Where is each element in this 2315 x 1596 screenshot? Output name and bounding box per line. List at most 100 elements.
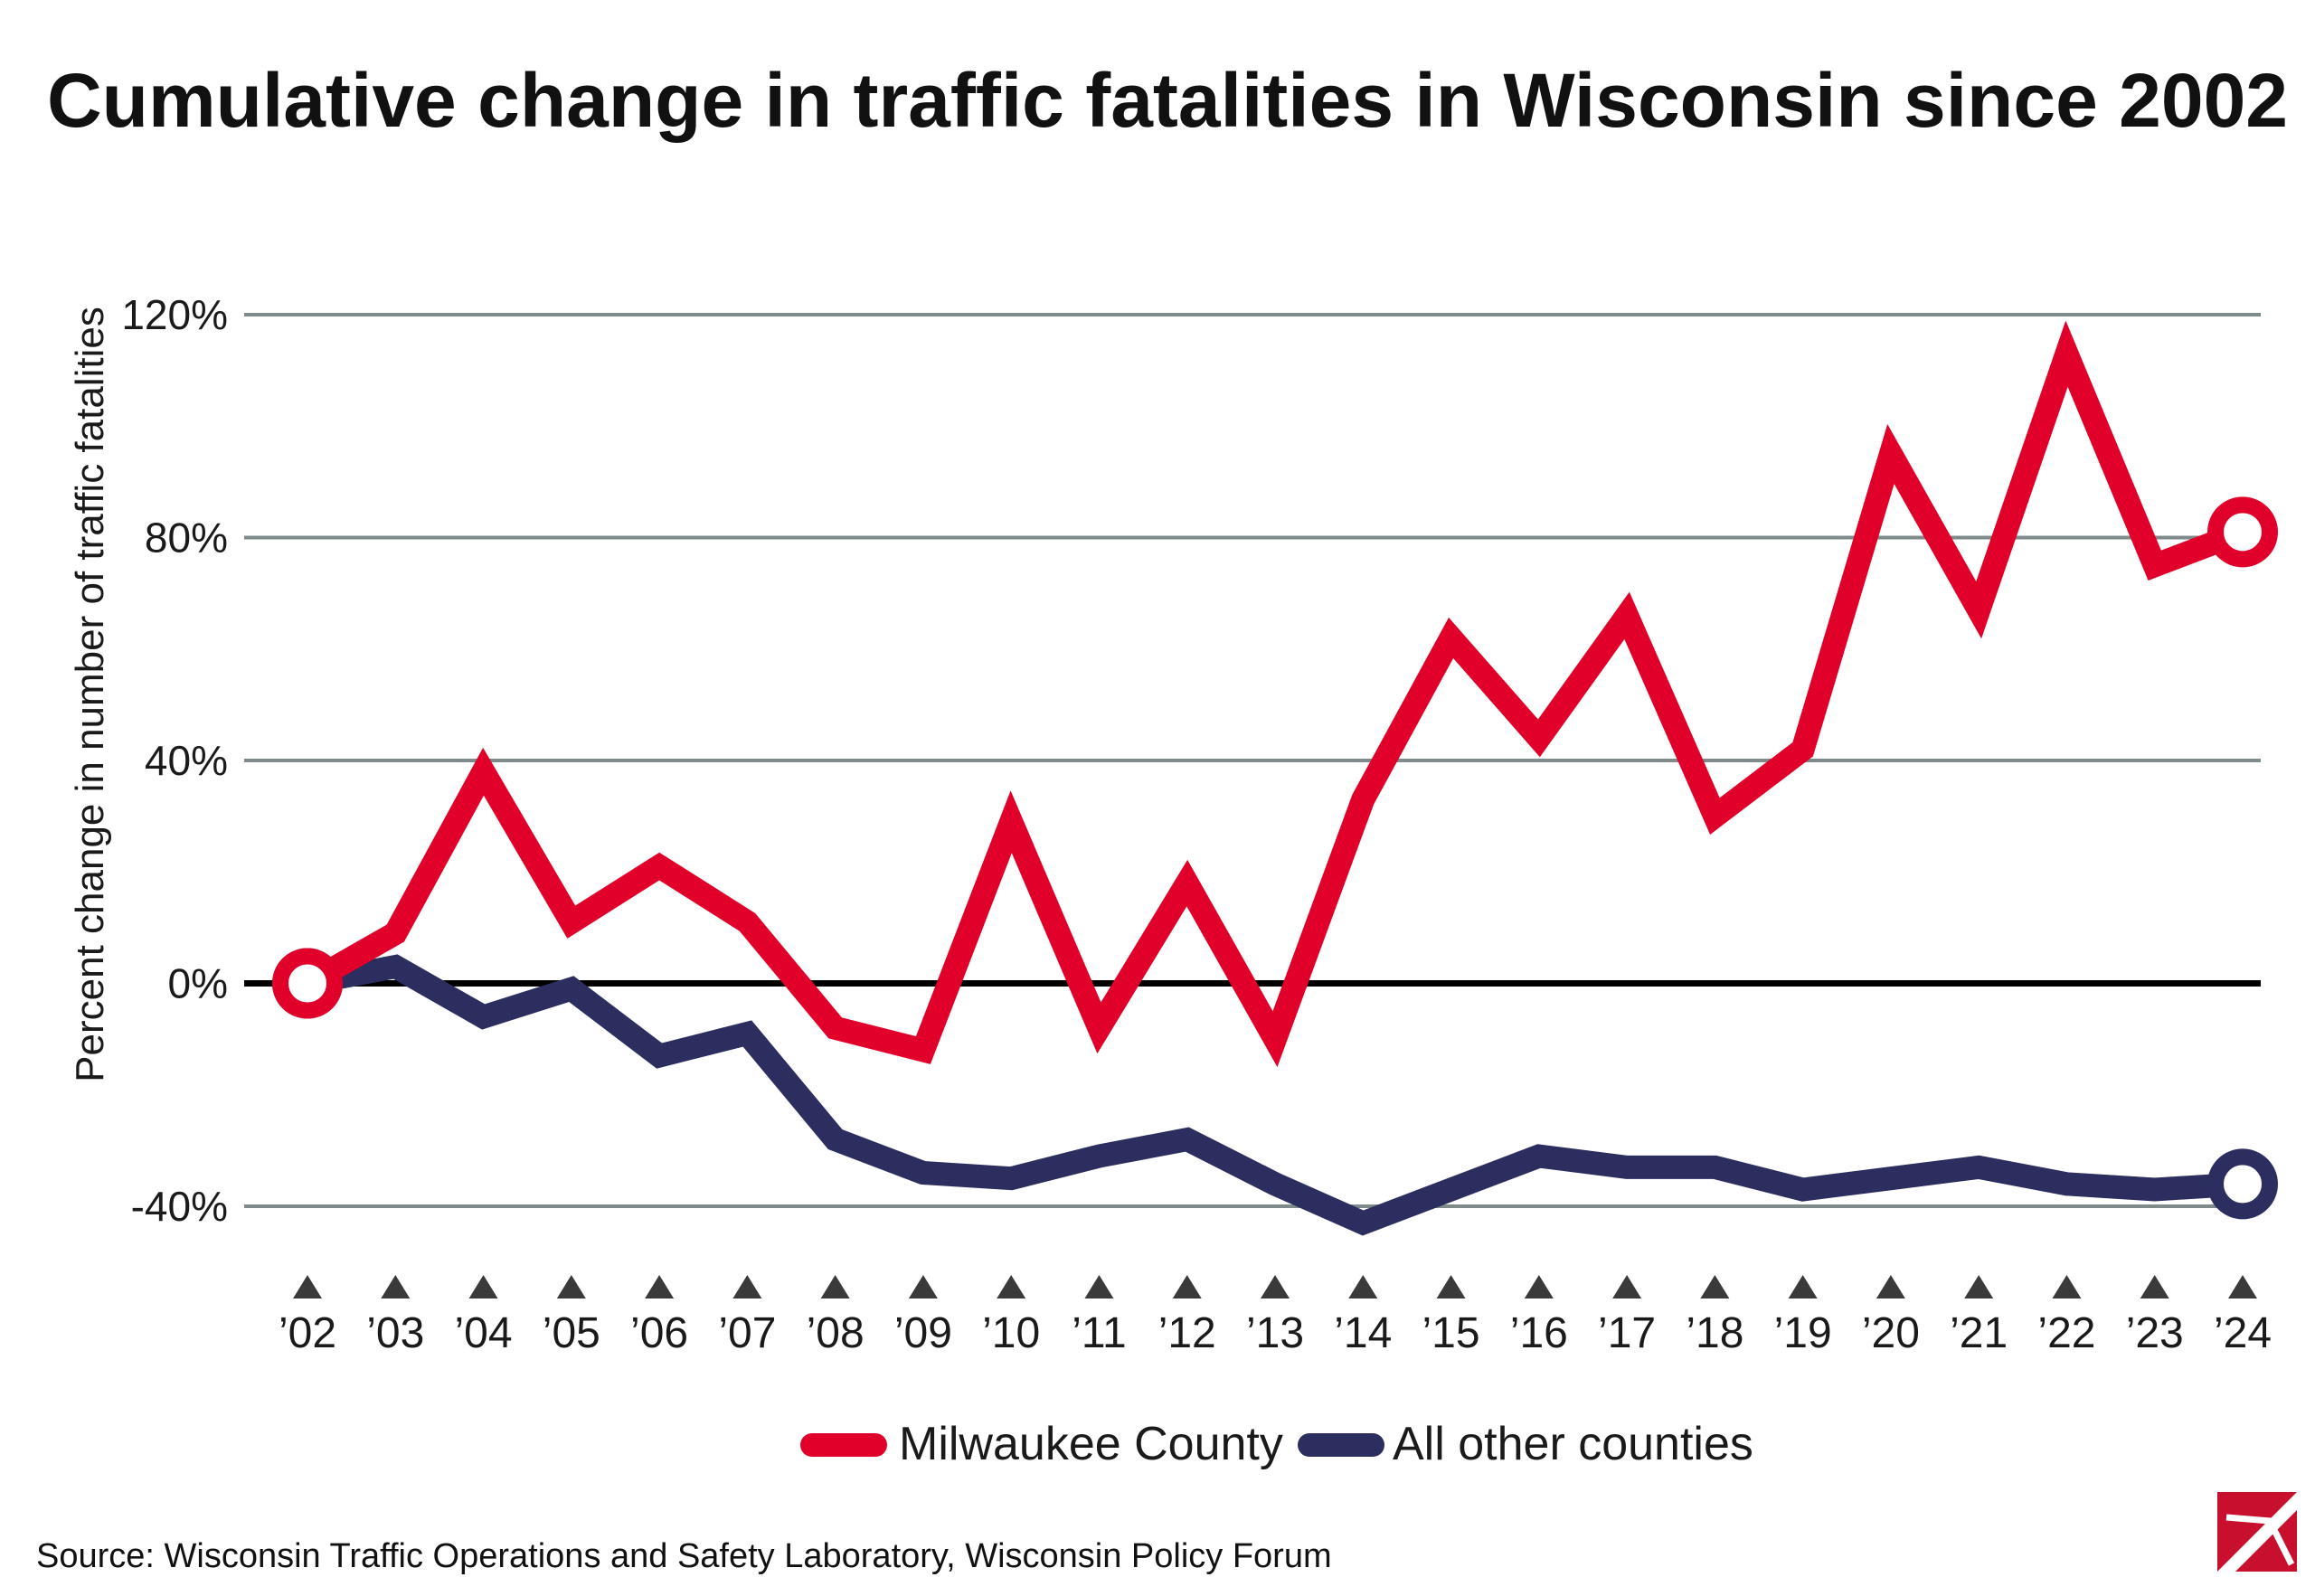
x-tick-marker [2228,1275,2257,1299]
x-tick-label: ’09 [894,1309,952,1357]
series-lines [272,320,2278,1236]
x-tick-label: ’22 [2037,1309,2095,1357]
x-tick-marker [732,1275,762,1299]
x-tick-label: ’15 [1422,1309,1480,1357]
data-point-milwaukee [1273,1037,1277,1041]
data-point-milwaukee [1713,815,1716,818]
data-point-other [2065,1182,2068,1185]
x-tick-marker [1524,1275,1554,1299]
data-point-milwaukee [2065,352,2068,355]
x-tick-marker [908,1275,938,1299]
data-point-milwaukee [570,921,573,924]
x-tick-label: ’05 [543,1309,600,1357]
data-point-other [1361,1221,1365,1224]
data-point-other [834,1138,837,1141]
x-tick-label: ’24 [2214,1309,2272,1357]
data-point-milwaukee [1625,614,1629,618]
data-point-milwaukee [1801,748,1805,751]
x-tick-label: ’11 [1072,1309,1127,1357]
x-tick-marker [1348,1275,1378,1299]
endpoint-marker-milwaukee [272,948,343,1019]
x-tick-marker [381,1275,411,1299]
y-axis-label: Percent change in number of traffic fata… [68,307,112,1082]
data-point-other [1009,1176,1013,1180]
data-point-milwaukee [834,1026,837,1030]
x-tick-marker [1084,1275,1114,1299]
data-point-other [1977,1166,1980,1169]
y-tick-label: 80% [145,515,228,562]
x-tick-marker [556,1275,586,1299]
data-point-milwaukee [1450,636,1453,639]
x-tick-label: ’16 [1510,1309,1568,1357]
logo-icon [2217,1492,2297,1572]
x-tick-marker [1261,1275,1290,1299]
x-tick-marker [1612,1275,1642,1299]
x-tick-label: ’07 [718,1309,776,1357]
data-point-milwaukee [393,931,397,935]
x-tick-marker [820,1275,850,1299]
data-point-milwaukee [1009,820,1013,824]
x-tick-marker [1876,1275,1905,1299]
data-point-milwaukee [1361,798,1365,801]
y-tick-label: 120% [121,291,228,338]
x-tick-labels: ’02 ’03 ’04 ’05 ’06 ’07 ’08 ’09 ’10 ’11 ’12 ’13 ’14 ’… [279,1275,2272,1357]
x-tick-marker [1172,1275,1202,1299]
y-tick-label: 40% [145,737,228,784]
y-tick-label: -40% [131,1183,228,1230]
data-point-milwaukee [2153,563,2157,567]
x-tick-label: ’19 [1774,1309,1832,1357]
data-point-other [1097,1155,1101,1158]
data-point-other [1713,1166,1716,1169]
chart-title: Cumulative change in traffic fatalities … [47,58,2288,143]
data-point-milwaukee [1186,882,1189,885]
data-point-other [482,1015,486,1018]
x-tick-label: ’06 [630,1309,688,1357]
x-tick-marker [1700,1275,1730,1299]
legend-label-other: All other counties [1393,1418,1753,1470]
x-tick-label: ’18 [1686,1309,1743,1357]
data-point-milwaukee [482,770,486,773]
legend-label-milwaukee: Milwaukee County [899,1418,1283,1470]
legend: Milwaukee County All other counties [800,1418,1753,1470]
x-tick-label: ’23 [2126,1309,2184,1357]
data-point-milwaukee [657,864,661,868]
x-tick-marker [645,1275,675,1299]
x-tick-marker [293,1275,322,1299]
source-note: Source: Wisconsin Traffic Operations and… [36,1537,1332,1575]
data-point-milwaukee [745,921,749,924]
data-point-other [921,1171,925,1175]
series-line-milwaukee [301,320,2247,1068]
x-tick-label: ’08 [807,1309,865,1357]
data-point-milwaukee [1977,609,1980,612]
data-point-other [1450,1188,1453,1192]
x-tick-label: ’12 [1158,1309,1216,1357]
data-point-other [657,1054,661,1058]
y-tick-labels: -40% 0% 40% 80% 120% [121,291,228,1230]
data-point-other [1801,1188,1805,1192]
x-tick-label: ’13 [1246,1309,1304,1357]
x-tick-marker [2140,1275,2169,1299]
x-tick-label: ’21 [1950,1309,2008,1357]
y-tick-label: 0% [168,960,228,1007]
data-point-other [393,965,397,968]
data-point-milwaukee [1537,736,1541,740]
x-tick-label: ’20 [1862,1309,1920,1357]
data-point-other [745,1032,749,1035]
data-point-milwaukee [1097,1026,1101,1030]
data-point-other [570,987,573,991]
x-tick-marker [1964,1275,1994,1299]
x-tick-marker [468,1275,498,1299]
endpoint-marker-other [2207,1148,2278,1220]
data-point-other [1186,1138,1189,1141]
x-tick-marker [2052,1275,2082,1299]
x-tick-label: ’03 [366,1309,424,1357]
x-tick-marker [1436,1275,1466,1299]
data-point-milwaukee [1889,452,1893,456]
data-point-milwaukee [921,1048,925,1052]
series-line-other [305,954,2244,1236]
x-tick-marker [1788,1275,1818,1299]
x-tick-label: ’02 [279,1309,336,1357]
x-tick-label: ’04 [455,1309,513,1357]
data-point-other [1625,1166,1629,1169]
